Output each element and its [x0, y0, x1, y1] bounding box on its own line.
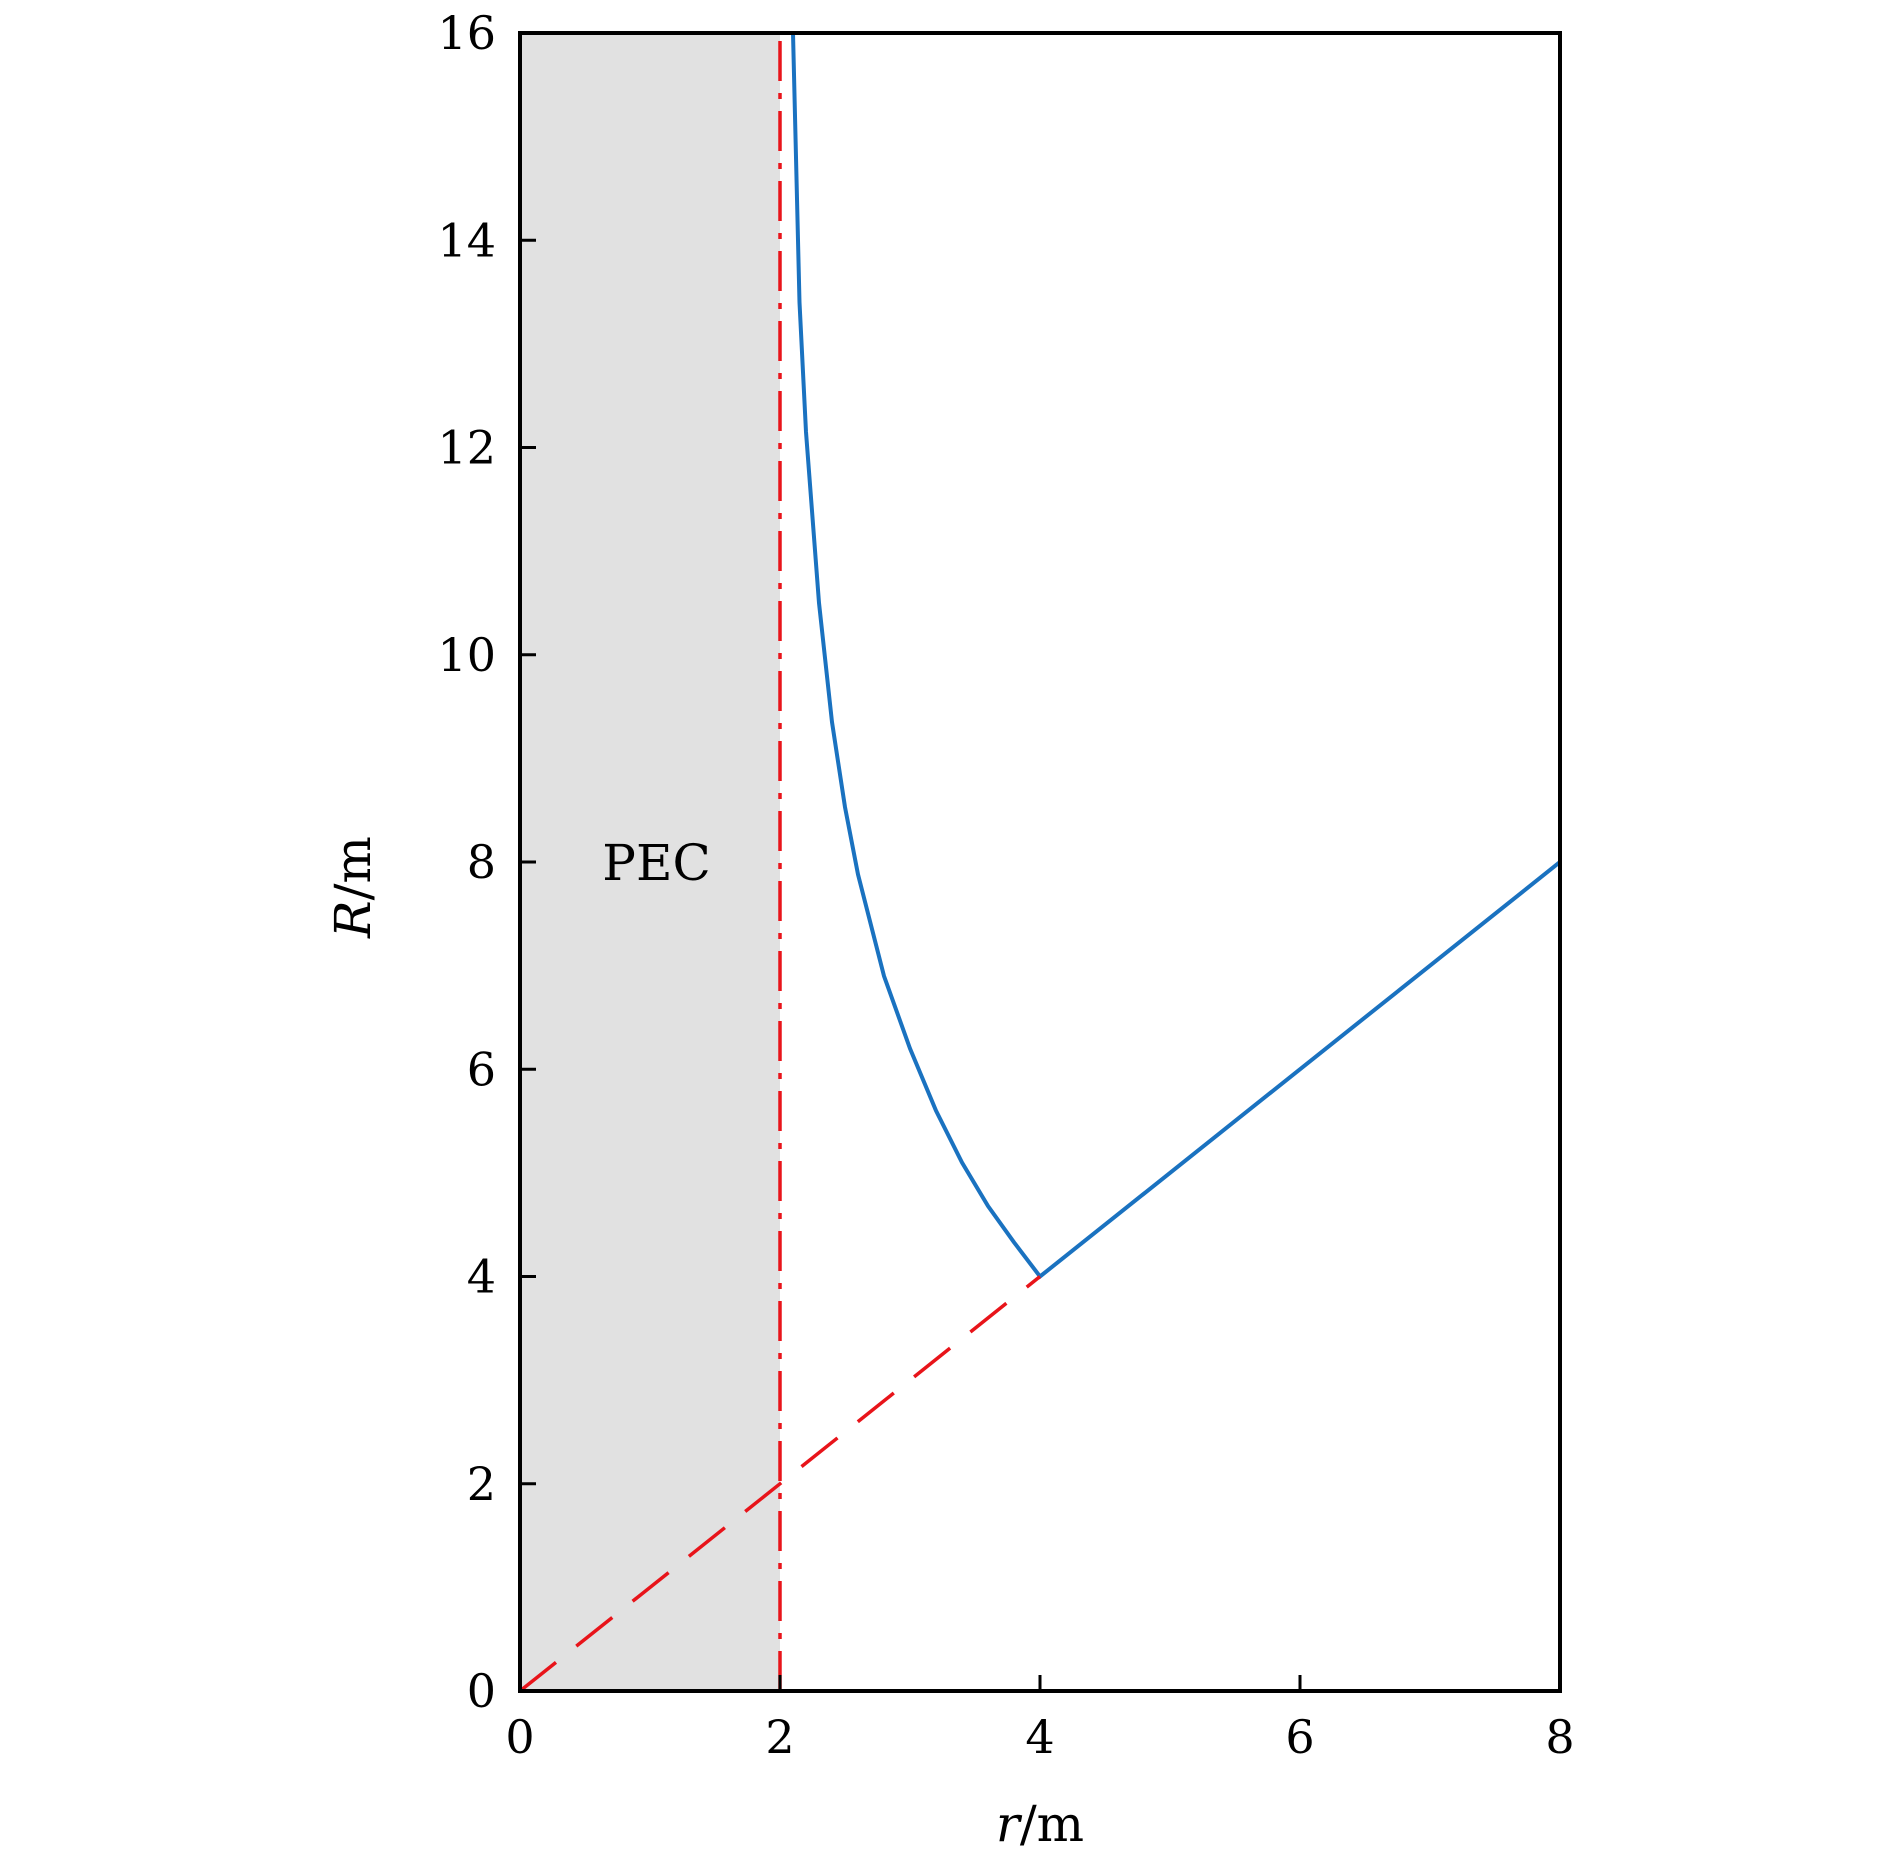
series-line-1-solid: [791, 33, 1560, 1280]
y-tick-label: 0: [467, 1664, 496, 1718]
x-tick-label: 8: [1545, 1710, 1574, 1764]
x-tick-label: 0: [505, 1710, 534, 1764]
y-tick-label: 12: [437, 421, 496, 475]
y-axis-label: R/m: [324, 836, 382, 939]
x-tick-label: 4: [1025, 1710, 1054, 1764]
x-tick-label: 2: [765, 1710, 794, 1764]
x-tick-label: 6: [1285, 1710, 1314, 1764]
axes: 0 2 4 6 8 0 2 4 6 8 10 12 14 16: [437, 6, 1574, 1764]
y-tick-label: 8: [467, 835, 496, 889]
pec-shaded-region: [520, 33, 780, 1691]
y-tick-label: 10: [437, 628, 496, 682]
pec-region-label: PEC: [602, 834, 710, 892]
y-tick-label: 14: [437, 213, 496, 267]
y-tick-label: 2: [467, 1457, 496, 1511]
y-tick-label: 4: [467, 1250, 496, 1304]
series-line-2-dashed: [520, 1275, 1042, 1691]
y-tick-label: 16: [437, 6, 496, 60]
plot-area: [520, 33, 1560, 1691]
x-axis-label: r/m: [996, 1795, 1084, 1853]
y-tick-label: 6: [467, 1042, 496, 1096]
